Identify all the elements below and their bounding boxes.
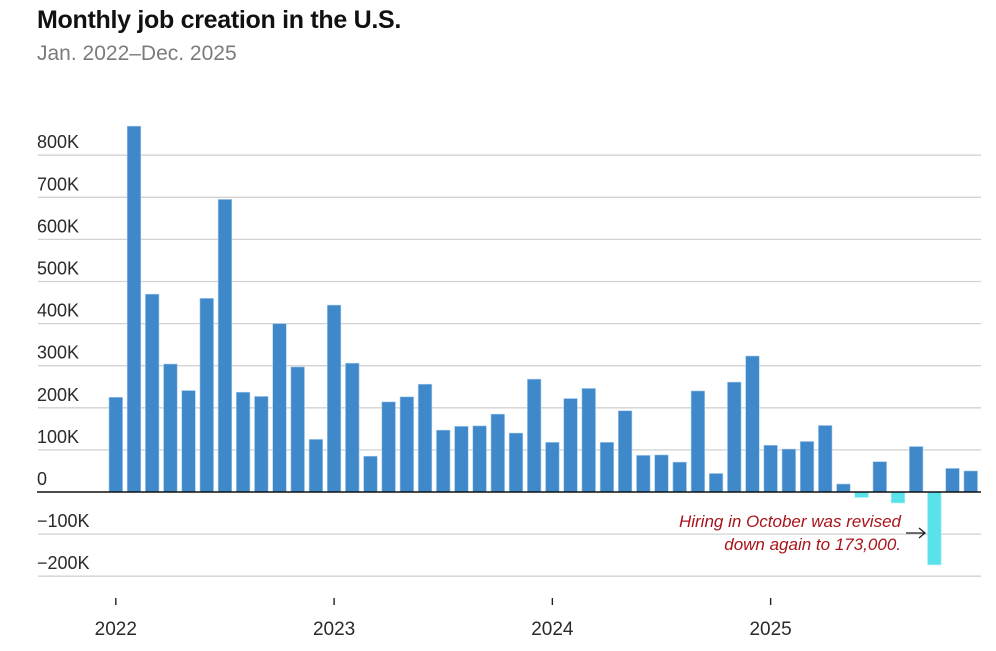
bar-apr-2025[interactable] bbox=[818, 425, 833, 493]
bar-sep-2024[interactable] bbox=[690, 390, 705, 493]
bar-jan-2023[interactable] bbox=[326, 304, 342, 493]
bar-feb-2022[interactable] bbox=[126, 125, 142, 493]
x-tick-label: 2024 bbox=[531, 619, 574, 640]
y-tick-label: −200K bbox=[37, 553, 90, 573]
bar-jul-2022[interactable] bbox=[217, 199, 233, 493]
bar-may-2024[interactable] bbox=[618, 410, 633, 493]
annotation-line-2: down again to 173,000. bbox=[724, 535, 901, 554]
y-tick-label: 200K bbox=[37, 385, 79, 405]
bar-jan-2024[interactable] bbox=[545, 442, 560, 493]
bar-mar-2023[interactable] bbox=[363, 455, 378, 493]
chart-title: Monthly job creation in the U.S. bbox=[37, 6, 402, 34]
bar-aug-2023[interactable] bbox=[454, 426, 469, 493]
bar-sep-2025[interactable] bbox=[909, 446, 924, 493]
bar-jan-2022[interactable] bbox=[108, 396, 123, 493]
y-tick-label: 600K bbox=[37, 216, 79, 236]
bar-sep-2022[interactable] bbox=[254, 396, 269, 493]
bar-nov-2025[interactable] bbox=[945, 468, 960, 493]
y-tick-label: 500K bbox=[37, 259, 79, 279]
bar-may-2023[interactable] bbox=[399, 396, 414, 493]
y-tick-label: −100K bbox=[37, 511, 90, 531]
bar-may-2025[interactable] bbox=[836, 483, 851, 493]
bar-sep-2023[interactable] bbox=[472, 425, 487, 493]
arrow-right-icon bbox=[906, 527, 927, 539]
bar-mar-2022[interactable] bbox=[145, 293, 160, 493]
bar-dec-2022[interactable] bbox=[308, 439, 323, 493]
bar-nov-2022[interactable] bbox=[290, 366, 305, 493]
y-tick-label: 400K bbox=[37, 301, 79, 321]
bar-jul-2025[interactable] bbox=[872, 461, 887, 493]
bar-may-2022[interactable] bbox=[181, 390, 196, 493]
x-tick-label: 2025 bbox=[749, 619, 791, 640]
bar-feb-2025[interactable] bbox=[781, 448, 796, 493]
bar-nov-2023[interactable] bbox=[508, 432, 524, 493]
y-tick-label: 700K bbox=[37, 174, 79, 194]
bar-oct-2024[interactable] bbox=[708, 473, 724, 493]
bar-jun-2022[interactable] bbox=[199, 298, 214, 493]
bar-aug-2025[interactable] bbox=[890, 491, 906, 504]
bar-feb-2023[interactable] bbox=[345, 362, 360, 493]
y-tick-label: 800K bbox=[37, 132, 79, 152]
bar-jun-2024[interactable] bbox=[636, 455, 651, 493]
x-tick-label: 2023 bbox=[313, 619, 355, 640]
bar-jul-2024[interactable] bbox=[654, 454, 669, 493]
bar-oct-2022[interactable] bbox=[272, 323, 287, 493]
x-axis: 2022 2023 2024 2025 bbox=[95, 598, 792, 640]
x-tick-label: 2022 bbox=[95, 619, 137, 640]
bars bbox=[108, 125, 978, 566]
y-axis-labels: 800K 700K 600K 500K 400K 300K 200K 100K 0 −100K −2… bbox=[37, 132, 90, 573]
y-tick-label: 100K bbox=[37, 427, 79, 447]
bar-apr-2024[interactable] bbox=[599, 442, 615, 493]
chart-subtitle: Jan. 2022–Dec. 2025 bbox=[37, 42, 237, 65]
bar-mar-2025[interactable] bbox=[799, 441, 815, 493]
bar-apr-2023[interactable] bbox=[381, 401, 396, 493]
bar-dec-2024[interactable] bbox=[745, 355, 760, 493]
bar-mar-2024[interactable] bbox=[581, 388, 596, 493]
bar-dec-2025[interactable] bbox=[963, 470, 978, 493]
bar-jun-2023[interactable] bbox=[417, 383, 433, 493]
bar-oct-2023[interactable] bbox=[490, 413, 505, 493]
bar-oct-2025[interactable] bbox=[927, 491, 942, 566]
bar-jan-2025[interactable] bbox=[763, 444, 778, 493]
bar-jun-2025[interactable] bbox=[854, 491, 869, 498]
y-tick-label: 0 bbox=[37, 469, 47, 489]
bar-apr-2022[interactable] bbox=[163, 363, 178, 493]
bar-aug-2024[interactable] bbox=[672, 461, 687, 493]
bar-dec-2023[interactable] bbox=[527, 378, 542, 493]
annotation-line-1: Hiring in October was revised bbox=[679, 512, 902, 531]
bar-aug-2022[interactable] bbox=[236, 391, 251, 493]
bar-jul-2023[interactable] bbox=[436, 429, 451, 493]
y-tick-label: 300K bbox=[37, 343, 79, 363]
bar-feb-2024[interactable] bbox=[563, 398, 578, 493]
bar-nov-2024[interactable] bbox=[727, 381, 742, 493]
annotation: Hiring in October was revised down again… bbox=[679, 512, 927, 554]
